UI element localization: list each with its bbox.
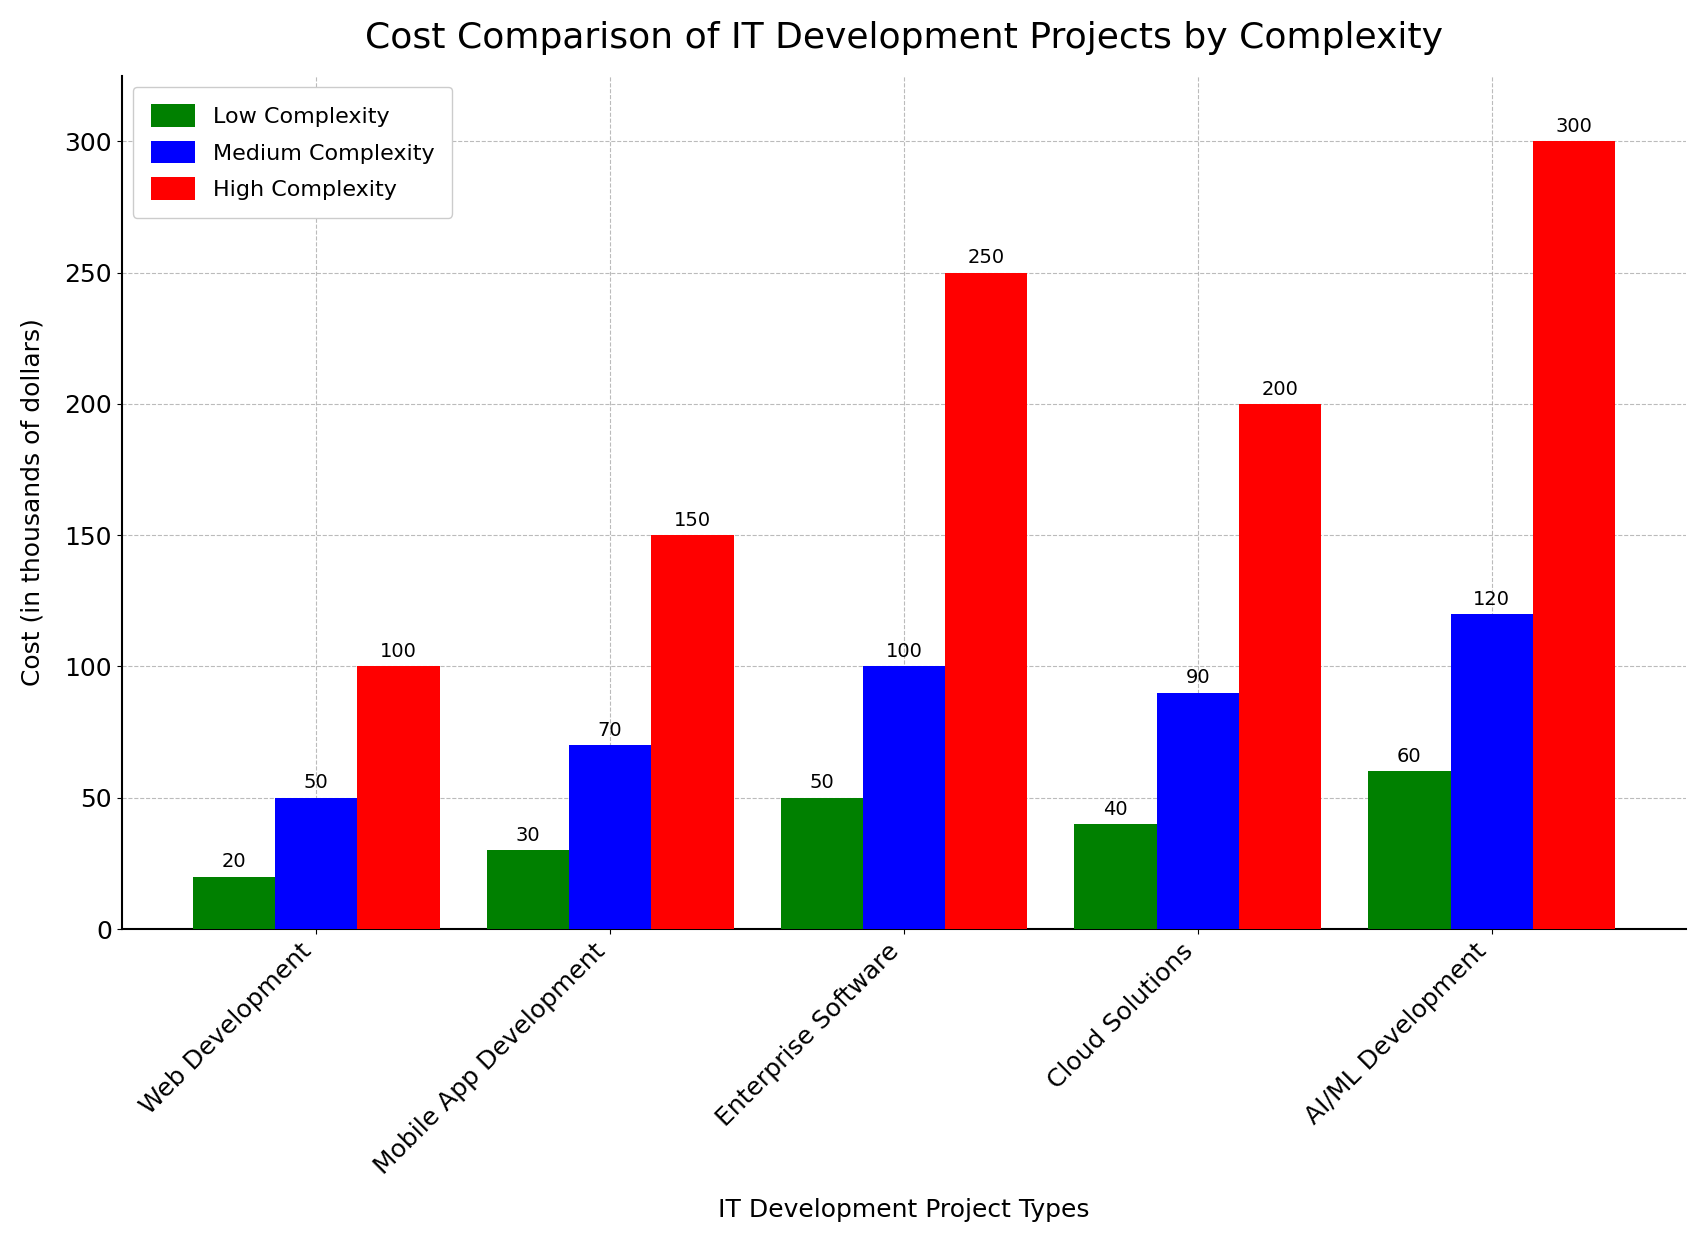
Bar — [862, 666, 946, 929]
Text: 150: 150 — [674, 511, 710, 530]
Text: 50: 50 — [304, 773, 329, 793]
Bar — [486, 850, 568, 929]
Text: 40: 40 — [1103, 799, 1128, 819]
Bar — [1239, 404, 1321, 929]
Title: Cost Comparison of IT Development Projects by Complexity: Cost Comparison of IT Development Projec… — [365, 21, 1442, 55]
X-axis label: IT Development Project Types: IT Development Project Types — [719, 1198, 1089, 1222]
Bar — [357, 666, 440, 929]
Bar — [568, 746, 652, 929]
Bar — [780, 798, 862, 929]
Bar — [1074, 824, 1157, 929]
Text: 200: 200 — [1261, 379, 1299, 399]
Bar — [1369, 772, 1451, 929]
Text: 100: 100 — [381, 643, 417, 661]
Bar — [652, 536, 734, 929]
Legend: Low Complexity, Medium Complexity, High Complexity: Low Complexity, Medium Complexity, High … — [133, 87, 452, 218]
Bar — [1533, 142, 1615, 929]
Bar — [946, 272, 1028, 929]
Text: 60: 60 — [1396, 747, 1422, 766]
Bar — [1157, 692, 1239, 929]
Text: 120: 120 — [1473, 589, 1511, 609]
Text: 50: 50 — [809, 773, 835, 793]
Bar — [275, 798, 357, 929]
Text: 30: 30 — [516, 827, 539, 845]
Bar — [1451, 614, 1533, 929]
Text: 300: 300 — [1555, 117, 1593, 135]
Text: 20: 20 — [222, 853, 246, 871]
Text: 70: 70 — [597, 721, 623, 740]
Y-axis label: Cost (in thousands of dollars): Cost (in thousands of dollars) — [20, 318, 44, 686]
Text: 90: 90 — [1185, 669, 1210, 687]
Text: 250: 250 — [968, 249, 1005, 267]
Text: 100: 100 — [886, 643, 922, 661]
Bar — [193, 876, 275, 929]
